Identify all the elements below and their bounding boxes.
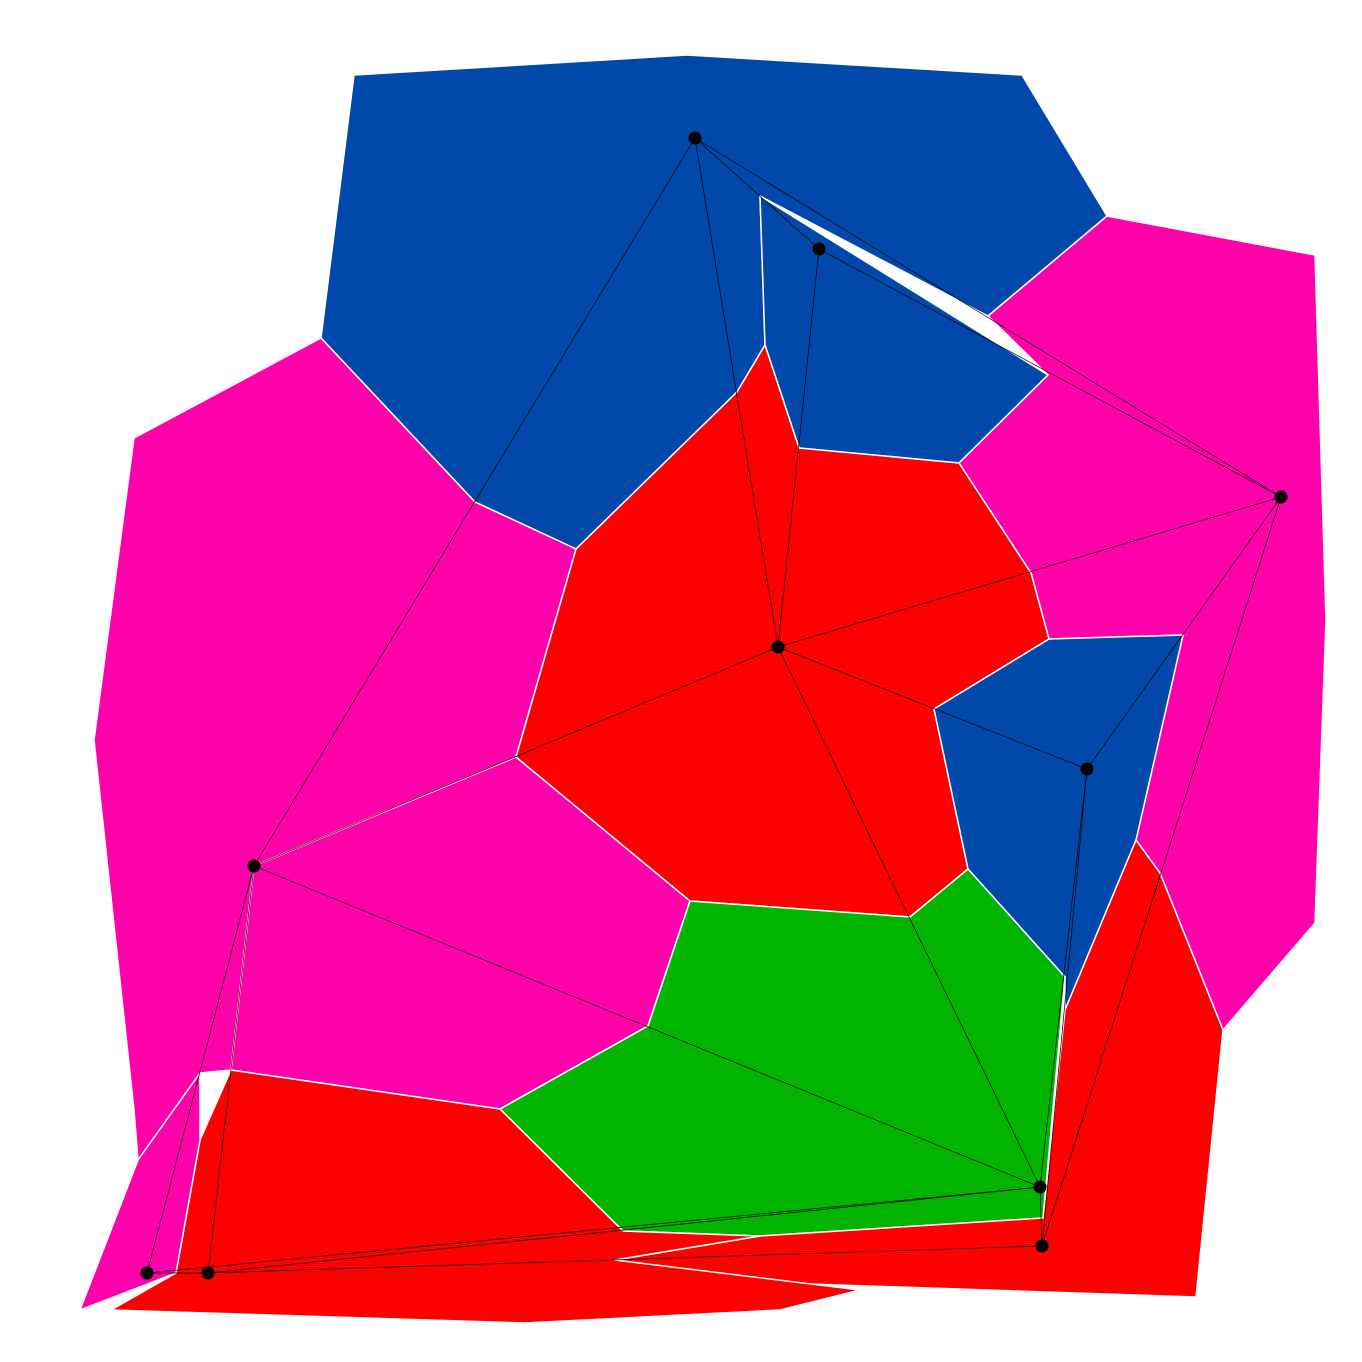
edge-n3-n4 xyxy=(777,496,1282,648)
edge-n1-n5 xyxy=(253,137,696,867)
nodes-layer xyxy=(140,131,1288,1280)
edge-n3-n7 xyxy=(777,646,1041,1188)
edges-layer xyxy=(146,137,1282,1274)
edge-n9-n10 xyxy=(207,1245,1043,1274)
edge-n7-n8 xyxy=(146,1186,1041,1274)
edge-n1-n2 xyxy=(694,137,820,250)
edge-n3-n5 xyxy=(253,646,779,867)
node-n9 xyxy=(201,1266,215,1280)
edge-n6-n10 xyxy=(1041,768,1088,1247)
region-magenta-left xyxy=(93,337,577,1161)
node-n10 xyxy=(1035,1239,1049,1253)
edge-n6-n7 xyxy=(1039,768,1088,1188)
edge-n2-n3 xyxy=(777,248,820,648)
node-n2 xyxy=(812,242,826,256)
node-n8 xyxy=(140,1266,154,1280)
node-n7 xyxy=(1033,1180,1047,1194)
region-magenta-bottom-left xyxy=(79,1072,201,1311)
node-n1 xyxy=(688,131,702,145)
regions-layer xyxy=(79,54,1327,1324)
edge-n2-n4 xyxy=(818,248,1282,498)
node-n4 xyxy=(1274,490,1288,504)
node-n6 xyxy=(1080,762,1094,776)
edge-n1-n4 xyxy=(694,137,1282,498)
edge-n5-n9 xyxy=(207,865,255,1274)
edge-n7-n10 xyxy=(1039,1186,1043,1247)
edge-n4-n10 xyxy=(1041,496,1282,1247)
node-n3 xyxy=(771,640,785,654)
edge-n5-n7 xyxy=(253,865,1041,1188)
node-n5 xyxy=(247,859,261,873)
edge-n7-n9 xyxy=(207,1186,1041,1274)
edge-n1-n3 xyxy=(694,137,779,648)
edge-n4-n6 xyxy=(1086,496,1282,770)
edge-n5-n8 xyxy=(146,865,255,1274)
edge-n3-n6 xyxy=(777,646,1088,770)
